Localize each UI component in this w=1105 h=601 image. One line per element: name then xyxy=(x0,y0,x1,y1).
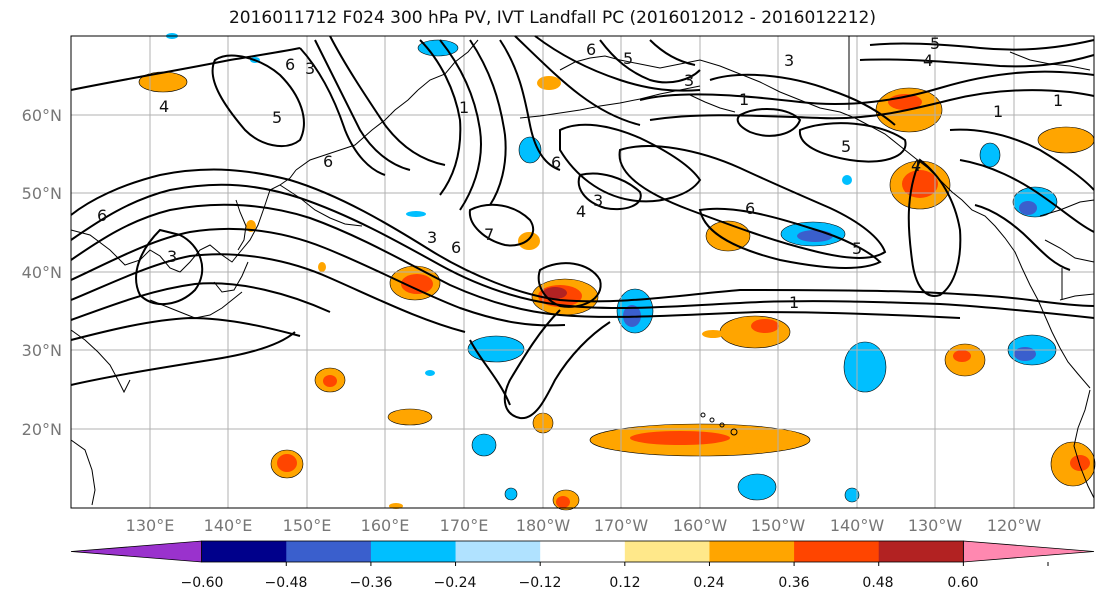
contour-label: 1 xyxy=(789,293,799,312)
lat-label: 30°N xyxy=(22,341,62,360)
contour-label: 6 xyxy=(285,55,295,74)
colorbar-segments xyxy=(70,540,1095,563)
map-panel: 6 5 3 4 6 3 6 6 1 3 3 6 4 3 7 6 5 1 5 6 … xyxy=(70,33,1096,511)
contour-label: 6 xyxy=(586,40,596,59)
contour-label: 3 xyxy=(784,51,794,70)
contour-label: 1 xyxy=(1053,91,1063,110)
colorbar-tick-label: 0.48 xyxy=(862,575,893,591)
lat-label: 40°N xyxy=(22,263,62,282)
colorbar-tick-label: −0.12 xyxy=(519,575,562,591)
lon-label: 170°W xyxy=(594,516,649,535)
contour-label: 1 xyxy=(459,98,469,117)
lon-label: 130°W xyxy=(908,516,963,535)
colorbar-swatch xyxy=(540,541,626,562)
colorbar-outline xyxy=(201,540,964,563)
lon-label: 120°W xyxy=(987,516,1042,535)
colorbar-swatch xyxy=(201,541,287,562)
colorbar-tick-label: −0.60 xyxy=(181,575,224,591)
contour-label: 3 xyxy=(167,247,177,266)
contour-label: 5 xyxy=(930,34,940,53)
lat-label: 20°N xyxy=(22,420,62,439)
contour-label: 6 xyxy=(745,199,755,218)
contour-label: 4 xyxy=(576,202,586,221)
coastlines xyxy=(70,36,1095,506)
colorbar-extend-max xyxy=(962,540,1095,563)
colorbar-swatch xyxy=(370,541,457,562)
lon-label: 180°W xyxy=(516,516,571,535)
contour-label: 4 xyxy=(159,97,169,116)
lon-label: 150°W xyxy=(751,516,806,535)
lat-label: 60°N xyxy=(22,106,62,125)
contour-label: 3 xyxy=(305,59,315,78)
contour-label: 5 xyxy=(623,49,633,68)
map-title: 2016011712 F024 300 hPa PV, IVT Landfall… xyxy=(228,8,876,28)
colorbar-swatch xyxy=(286,541,372,562)
colorbar-swatch xyxy=(878,541,964,562)
pv-contours xyxy=(70,35,1095,420)
colorbar-swatch xyxy=(455,541,541,562)
longitude-labels: 130°E 140°E 150°E 160°E 170°E 180°W 170°… xyxy=(126,516,1042,535)
colorbar-tick-label: 0.12 xyxy=(609,575,640,591)
graticule xyxy=(71,36,1094,508)
colorbar-extend-min xyxy=(70,540,203,563)
colorbar-tick-label: 0.36 xyxy=(778,575,809,591)
lon-label: 140°E xyxy=(204,516,253,535)
colorbar: −0.60 −0.48 −0.36 −0.24 −0.12 0.12 0.24 … xyxy=(70,540,1095,591)
lon-label: 140°W xyxy=(830,516,885,535)
contour-label: 6 xyxy=(323,152,333,171)
contour-label: 4 xyxy=(911,156,921,175)
lat-label: 50°N xyxy=(22,184,62,203)
lon-label: 160°E xyxy=(361,516,410,535)
colorbar-tick-label: 0.60 xyxy=(947,575,978,591)
contour-label: 5 xyxy=(272,108,282,127)
contour-label: 4 xyxy=(923,51,933,70)
colorbar-swatch xyxy=(794,541,880,562)
lon-label: 160°W xyxy=(673,516,728,535)
contour-label: 1 xyxy=(993,102,1003,121)
colorbar-tick-label: −0.48 xyxy=(265,575,308,591)
colorbar-tick-label: −0.24 xyxy=(434,575,477,591)
contour-label: 3 xyxy=(427,228,437,247)
latitude-labels: 60°N 50°N 40°N 30°N 20°N xyxy=(22,106,62,439)
contour-label: 1 xyxy=(739,90,749,109)
colorbar-tick-label: 0.24 xyxy=(693,575,724,591)
contour-label: 5 xyxy=(841,137,851,156)
contour-label: 6 xyxy=(551,153,561,172)
contour-label: 3 xyxy=(684,71,694,90)
colorbar-ticks xyxy=(285,562,1049,566)
contour-label-group: 6 5 3 4 6 3 6 6 1 3 3 6 4 3 7 6 5 1 5 6 … xyxy=(97,34,1063,312)
colorbar-swatch xyxy=(624,541,710,562)
contour-label: 5 xyxy=(852,239,862,258)
lon-label: 130°E xyxy=(126,516,175,535)
contour-label: 3 xyxy=(593,191,603,210)
colorbar-swatch xyxy=(709,541,795,562)
lon-label: 170°E xyxy=(440,516,489,535)
colorbar-tick-label: −0.36 xyxy=(350,575,393,591)
contour-label: 6 xyxy=(97,206,107,225)
lon-label: 150°E xyxy=(283,516,332,535)
contour-label: 7 xyxy=(484,225,494,244)
colorbar-tick-labels: −0.60 −0.48 −0.36 −0.24 −0.12 0.12 0.24 … xyxy=(181,575,979,591)
contour-label: 6 xyxy=(451,238,461,257)
